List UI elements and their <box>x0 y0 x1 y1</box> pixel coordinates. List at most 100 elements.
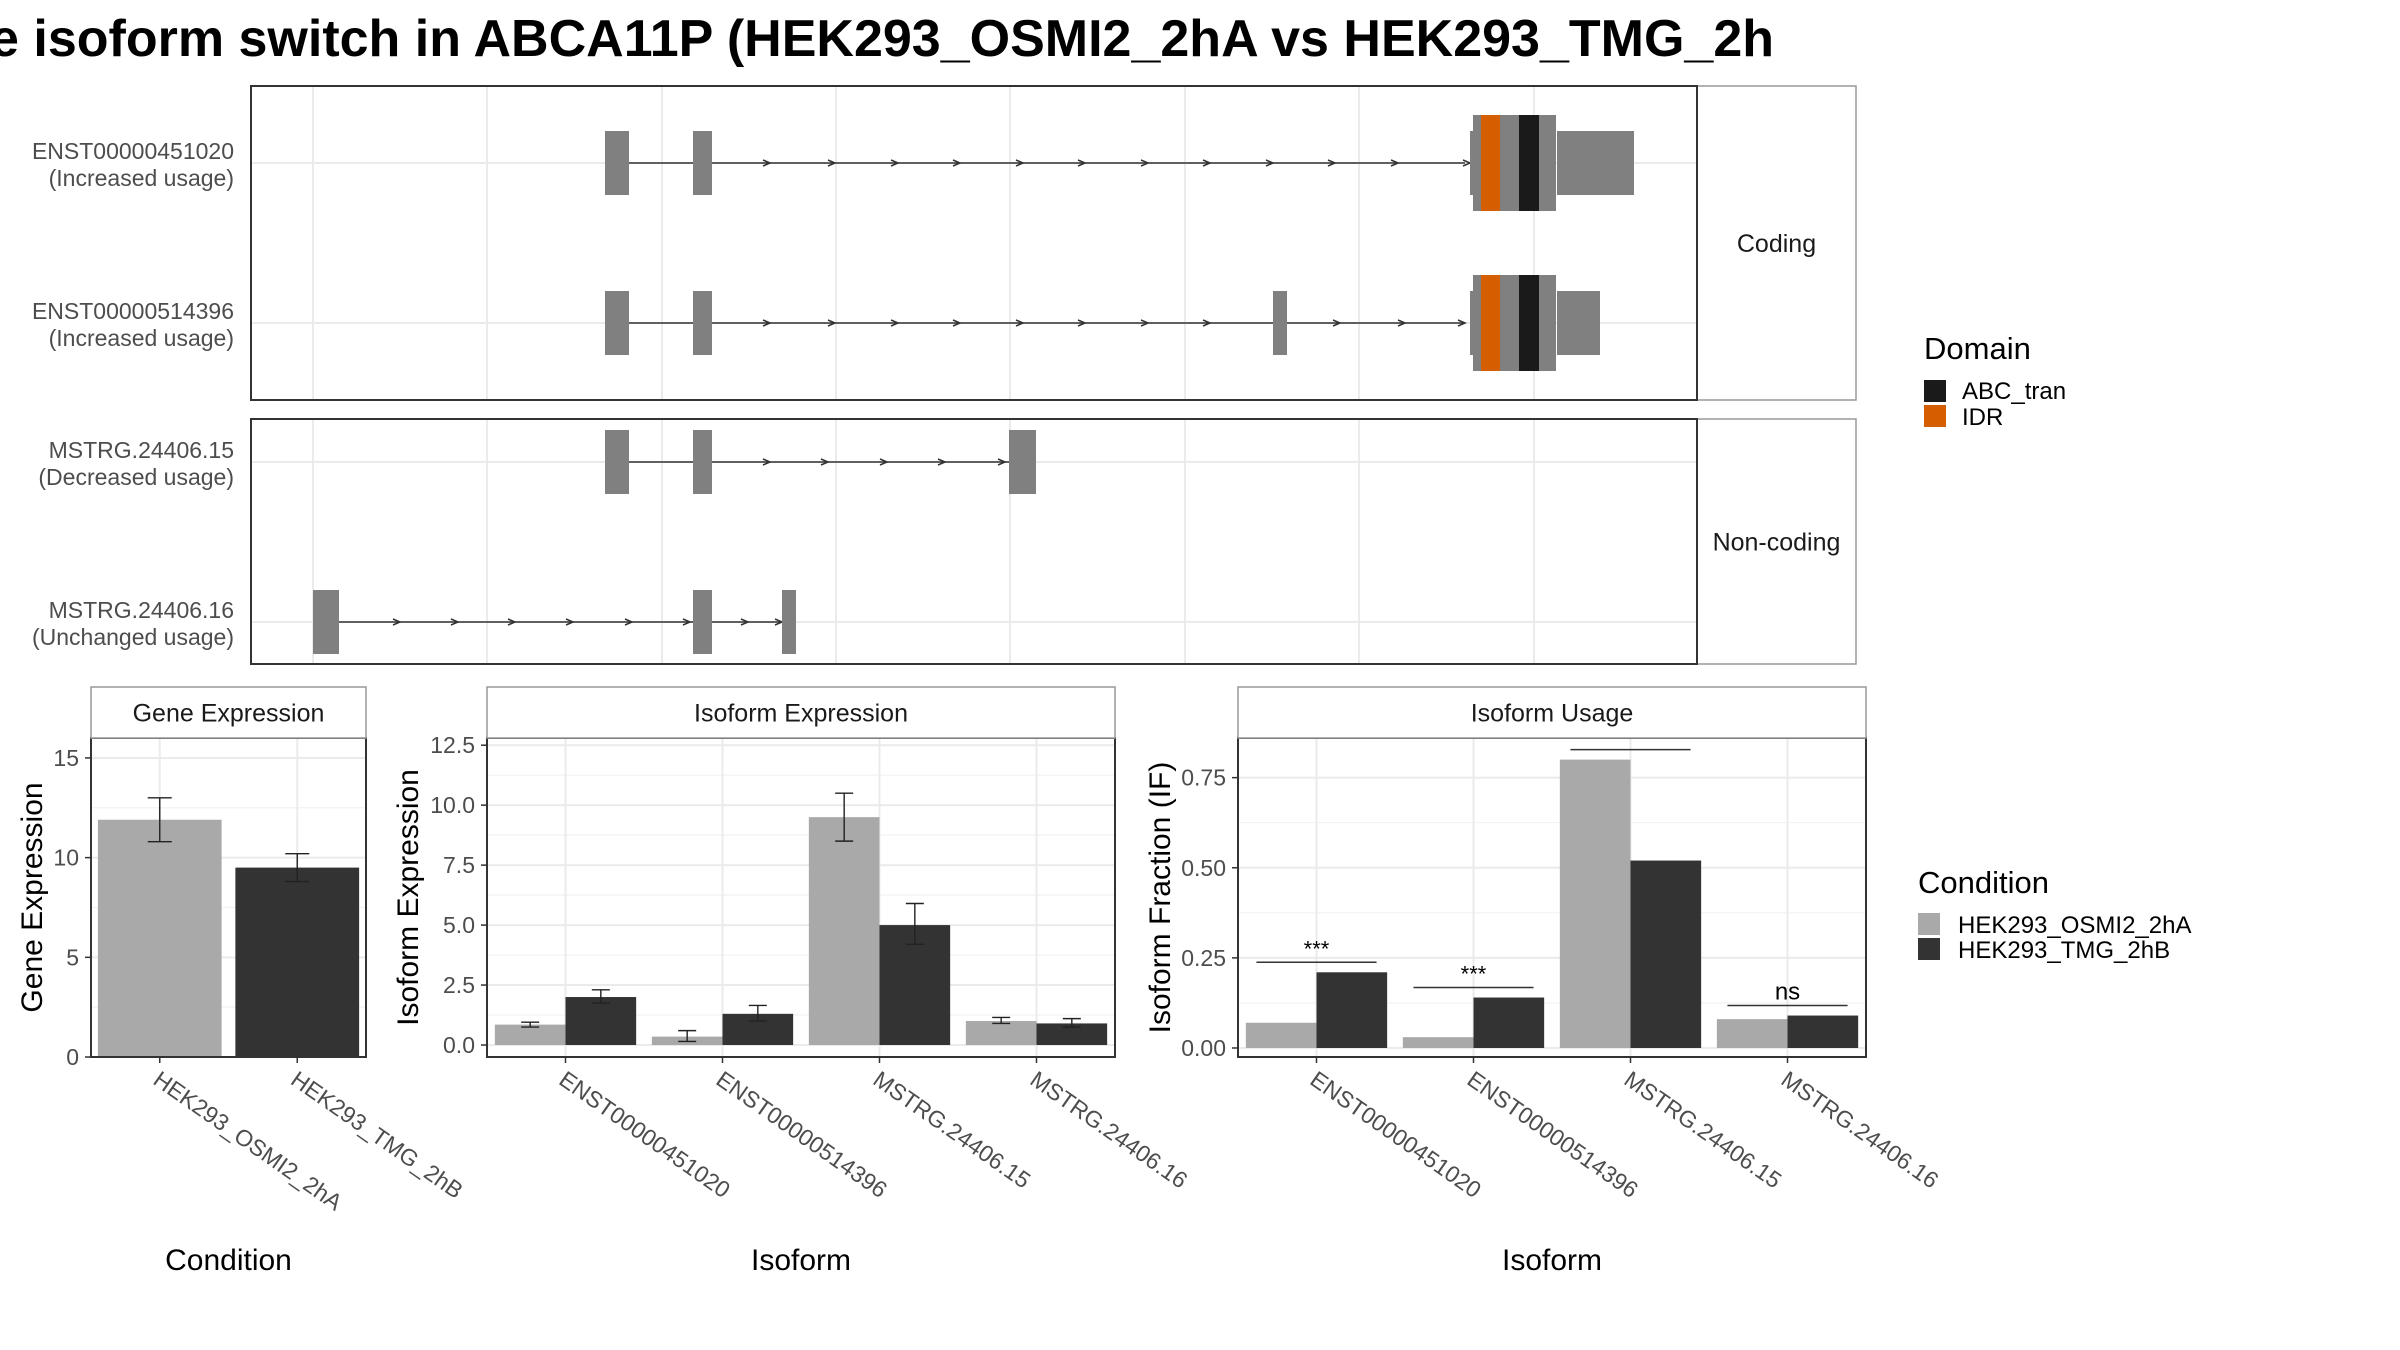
error-bar <box>905 902 924 945</box>
significance-label: ns <box>1775 979 1800 1006</box>
x-axis-title: Isoform <box>751 1244 851 1277</box>
strand-arrow <box>952 159 962 167</box>
bar <box>808 817 880 1046</box>
abc-tran-domain <box>1519 275 1539 371</box>
strand-arrow <box>1397 319 1407 327</box>
y-tick-label: 7.5 <box>443 852 475 878</box>
error-bar <box>992 1016 1011 1025</box>
y-tick-label: 12.5 <box>430 732 475 758</box>
isoform-usage-label: (Increased usage) <box>49 325 234 351</box>
bar <box>565 997 637 1046</box>
strand-arrow <box>1327 159 1337 167</box>
strand-arrow <box>1140 319 1150 327</box>
y-axis-title: Isoform Expression <box>392 769 425 1026</box>
strand-arrow <box>507 618 517 626</box>
exon <box>1273 291 1287 355</box>
strand-arrow <box>1077 159 1087 167</box>
y-axis-title: Gene Expression <box>16 782 49 1012</box>
x-tick-label: MSTRG.24406.16 <box>1777 1066 1944 1194</box>
panel-strip <box>1237 686 1867 739</box>
facet-background <box>251 86 1697 400</box>
facet-border <box>250 418 1698 665</box>
exon <box>605 131 629 195</box>
condition-legend-key-tmg <box>1918 938 1940 960</box>
condition-legend: Condition HEK293_OSMI2_2hA HEK293_TMG_2h… <box>1918 865 2191 964</box>
idr-domain <box>1481 275 1500 371</box>
significance-label: *** <box>1461 962 1487 987</box>
exon <box>605 291 629 355</box>
condition-legend-key-osmi2 <box>1918 913 1940 935</box>
isoform-label: MSTRG.24406.15(Decreased usage) <box>38 437 234 490</box>
isoform-usage-label: (Increased usage) <box>49 165 234 191</box>
strand-arrow <box>997 458 1007 466</box>
transcript-model <box>605 275 1600 371</box>
error-bar <box>147 797 172 843</box>
y-tick-label: 15 <box>53 745 79 771</box>
bar <box>965 1021 1037 1046</box>
exon <box>1009 430 1036 494</box>
bar <box>494 1024 566 1046</box>
x-tick-label: ENST00000514396 <box>1463 1066 1643 1203</box>
error-bar <box>591 989 610 1004</box>
facet-background <box>251 419 1697 664</box>
exon <box>693 291 712 355</box>
bar <box>235 867 360 1057</box>
strand-arrow <box>890 159 900 167</box>
strand-arrow <box>565 618 575 626</box>
x-tick-label: MSTRG.24406.15 <box>1620 1066 1787 1194</box>
condition-legend-title: Condition <box>1918 865 2049 900</box>
strand-arrow <box>740 618 750 626</box>
error-bar <box>285 852 310 883</box>
strand-arrow <box>1265 159 1275 167</box>
significance-label: *** <box>1304 936 1330 961</box>
transcript-model <box>605 430 1036 494</box>
y-tick-label: 5.0 <box>443 912 475 938</box>
panel-title: Isoform Expression <box>694 700 908 728</box>
error-bar <box>748 1004 767 1022</box>
x-tick-label: ENST00000451020 <box>555 1066 735 1203</box>
isoform-name: MSTRG.24406.15 <box>49 437 234 463</box>
abc-tran-domain <box>1519 115 1539 211</box>
bar <box>1316 972 1388 1048</box>
exon <box>605 430 629 494</box>
bar <box>1630 860 1702 1048</box>
figure-title: e isoform switch in ABCA11P (HEK293_OSMI… <box>0 10 1774 68</box>
domain-legend-title: Domain <box>1924 331 2031 366</box>
x-axis-title: Isoform <box>1502 1244 1602 1277</box>
strand-arrow <box>1077 319 1087 327</box>
isoform-label: MSTRG.24406.16(Unchanged usage) <box>32 597 234 650</box>
y-tick-label: 2.5 <box>443 972 475 998</box>
transcript-structure-panel: CodingNon-codingENST00000451020(Increase… <box>32 85 1857 665</box>
transcript-model <box>605 115 1634 211</box>
strand-arrow <box>450 618 460 626</box>
y-tick-label: 0.25 <box>1181 945 1226 971</box>
domain-legend: Domain ABC_tran IDR <box>1924 331 2066 431</box>
y-tick-label: 0.0 <box>443 1032 475 1058</box>
strand-arrow <box>1202 159 1212 167</box>
y-tick-label: 0.00 <box>1181 1035 1226 1061</box>
strand-arrow <box>1390 159 1400 167</box>
isoform-name: ENST00000451020 <box>32 138 234 164</box>
strand-arrow <box>827 159 837 167</box>
error-bar <box>678 1029 697 1043</box>
isoform-label: ENST00000451020(Increased usage) <box>32 138 234 191</box>
bar <box>1402 1037 1474 1048</box>
isoform-label: ENST00000514396(Increased usage) <box>32 298 234 351</box>
strand-arrow <box>762 319 772 327</box>
isoform-name: ENST00000514396 <box>32 298 234 324</box>
strand-arrow <box>1332 319 1342 327</box>
x-tick-label: MSTRG.24406.15 <box>869 1066 1036 1194</box>
facet-strip: Non-coding <box>1696 418 1857 665</box>
facet-strip-box <box>1696 85 1857 401</box>
strand-arrow <box>762 159 772 167</box>
x-tick-label: MSTRG.24406.16 <box>1026 1066 1193 1194</box>
error-bar <box>1062 1017 1081 1028</box>
exon <box>1557 291 1600 355</box>
exon <box>693 430 712 494</box>
bar <box>1473 997 1545 1048</box>
x-tick-label: ENST00000451020 <box>1306 1066 1486 1203</box>
panel-title: Gene Expression <box>133 700 325 728</box>
y-tick-label: 10 <box>53 845 79 871</box>
